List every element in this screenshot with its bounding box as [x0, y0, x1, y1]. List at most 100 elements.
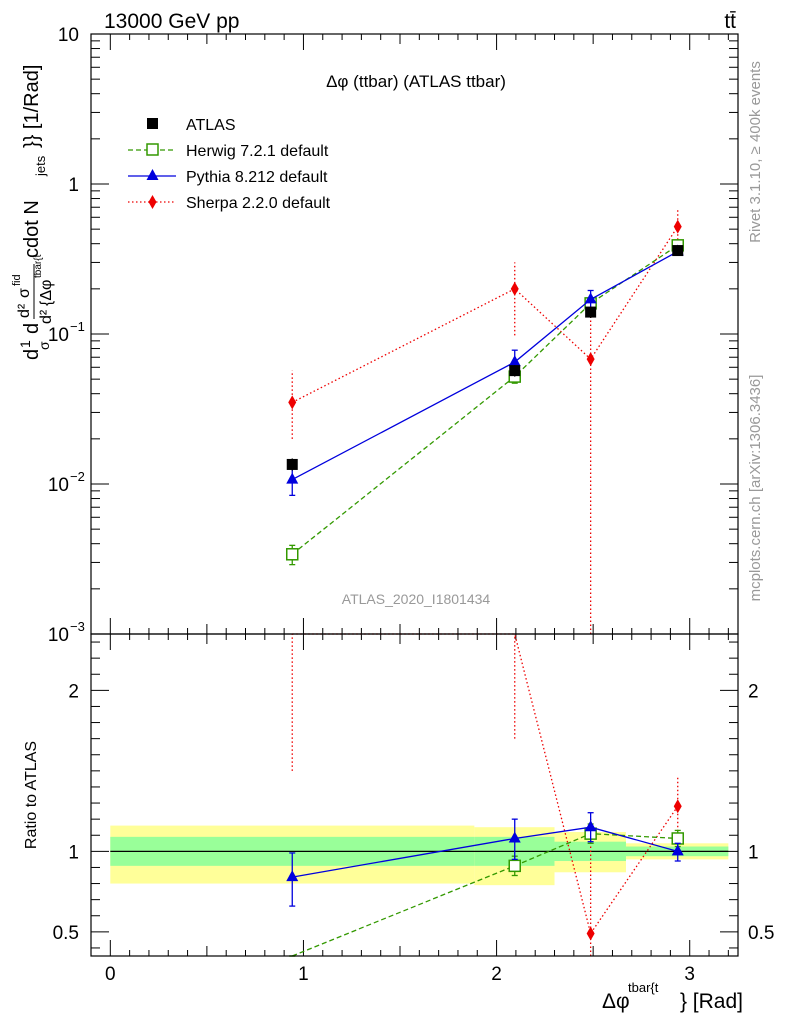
source-label: mcplots.cern.ch [arXiv:1306.3436] [747, 375, 764, 602]
legend-label-herwig: Herwig 7.2.1 default [186, 143, 329, 160]
ratio-panel: 0.5 0.5 1 1 2 2 0 1 2 3 Ratio to ATLAS Δφ tbar{t … [23, 633, 775, 1013]
main-ytick-exp: −2 [70, 469, 85, 484]
main-ytick-label: 10 −2 [48, 469, 85, 496]
main-ytick-exp: −1 [70, 319, 85, 334]
main-ytick-label: 10 −1 [48, 319, 85, 346]
xtick-label: 0 [105, 964, 116, 985]
legend-entry-pythia: Pythia 8.212 default [128, 169, 328, 186]
herwig-line [292, 832, 678, 957]
series-herwig [285, 239, 684, 566]
pythia-marker [508, 355, 521, 367]
sherpa-marker [586, 926, 595, 941]
series-pythia [286, 244, 684, 497]
ylabel-d2-num: d² [16, 303, 33, 318]
legend-marker-herwig [146, 143, 159, 156]
ratio-frame [90, 633, 739, 957]
x-axis-label: Δφ tbar{t } [Rad] [602, 980, 743, 1013]
main-ytick-exp: −3 [70, 619, 85, 634]
legend-label-pythia: Pythia 8.212 default [186, 169, 328, 186]
ylabel-dphi-sup: tbar{t [33, 254, 44, 278]
herwig-line [291, 244, 679, 555]
ratio-ytick-label-right: 1 [748, 842, 759, 863]
ylabel-sigma: σ [36, 341, 52, 350]
main-ylabel: d 1 σ d d² σ fid d² {Δφ tbar{t cdot N je… [11, 65, 55, 360]
ylabel-sigma-sup: fid [11, 274, 23, 286]
sherpa-line [291, 226, 679, 403]
legend-label-atlas: ATLAS [186, 117, 236, 134]
herwig-marker [508, 859, 521, 873]
pythia-marker [584, 292, 597, 304]
sherpa-marker [510, 281, 519, 296]
ylabel-d: d [21, 349, 43, 360]
energy-label: 13000 GeV pp [104, 10, 239, 33]
main-ytick-base: 10 [48, 625, 69, 646]
ylabel-cdot: cdot N [21, 200, 43, 258]
main-ytick-label: 1 [68, 175, 79, 196]
pythia-marker [584, 820, 597, 832]
ratio-axis-ticks [91, 634, 738, 956]
analysis-id: ATLAS_2020_I1801434 [342, 591, 491, 607]
pythia-marker [286, 472, 299, 484]
main-ytick-base: 10 [58, 25, 79, 46]
main-ytick-label: 10 −3 [48, 619, 85, 646]
pythia-line [291, 250, 679, 481]
pythia-marker [508, 831, 521, 843]
herwig-marker [285, 548, 299, 561]
sherpa-marker [288, 395, 297, 410]
sherpa-marker [673, 799, 682, 814]
herwig-marker [671, 832, 684, 845]
ratio-ylabel: Ratio to ATLAS [23, 741, 40, 849]
main-ytick-base: 1 [68, 175, 79, 196]
ratio-ytick-label-right: 2 [748, 681, 759, 702]
sherpa-marker [673, 219, 682, 234]
ratio-ytick-label-left: 1 [68, 842, 79, 863]
ratio-ytick-label-left: 2 [68, 681, 79, 702]
atlas-marker [672, 245, 684, 257]
xlabel-sup: tbar{t [628, 980, 659, 995]
series-pythia [286, 812, 684, 907]
ylabel-one: 1 [17, 340, 33, 348]
xlabel-main: Δφ [602, 990, 630, 1013]
xlabel-tail: } [Rad] [680, 990, 743, 1013]
xtick-label: 2 [491, 964, 502, 985]
atlas-marker [585, 306, 597, 318]
legend-marker-sherpa [148, 195, 157, 209]
main-ytick-base: 10 [48, 325, 69, 346]
ratio-ytick-label-right: 0.5 [748, 923, 774, 944]
main-ytick-base: 10 [48, 475, 69, 496]
ratio-ytick-label-left: 0.5 [53, 923, 79, 944]
ylabel-dphi-den: {Δφ [38, 280, 55, 306]
atlas-marker [286, 458, 298, 470]
rivet-label: Rivet 3.1.10, ≥ 400k events [747, 61, 764, 243]
ylabel-d-2: d [21, 323, 43, 334]
ratio-series-layer [286, 633, 684, 957]
series-atlas [286, 245, 684, 471]
main-ytick-label: 10 [58, 25, 79, 46]
legend-entry-herwig: Herwig 7.2.1 default [128, 143, 329, 160]
sherpa-marker [586, 352, 595, 367]
ylabel-d2-den: d² [38, 309, 55, 324]
legend: ATLAS Herwig 7.2.1 default Pythia 8.212 … [128, 117, 331, 212]
pythia-line [292, 826, 678, 878]
legend-marker-atlas [147, 118, 158, 129]
xtick-label: 1 [298, 964, 309, 985]
main-series-layer [285, 209, 684, 634]
legend-marker-pythia [146, 169, 159, 180]
ylabel-sigma-num: σ [16, 288, 33, 298]
legend-label-sherpa: Sherpa 2.2.0 default [186, 195, 331, 212]
pythia-marker [671, 844, 684, 856]
series-sherpa [291, 633, 682, 956]
xtick-label: 3 [684, 964, 695, 985]
atlas-marker [509, 365, 521, 377]
sherpa-line [292, 633, 679, 936]
ylabel-jets-sub: jets [33, 155, 48, 177]
series-sherpa [288, 209, 682, 634]
ratio-tick-labels: 0.5 0.5 1 1 2 2 0 1 2 3 [53, 681, 775, 985]
main-axis-ticks [91, 33, 738, 635]
legend-entry-sherpa: Sherpa 2.2.0 default [128, 195, 331, 212]
legend-entry-atlas: ATLAS [147, 117, 236, 134]
main-title: Δφ (ttbar) (ATLAS ttbar) [326, 72, 506, 91]
pythia-marker [286, 870, 299, 882]
